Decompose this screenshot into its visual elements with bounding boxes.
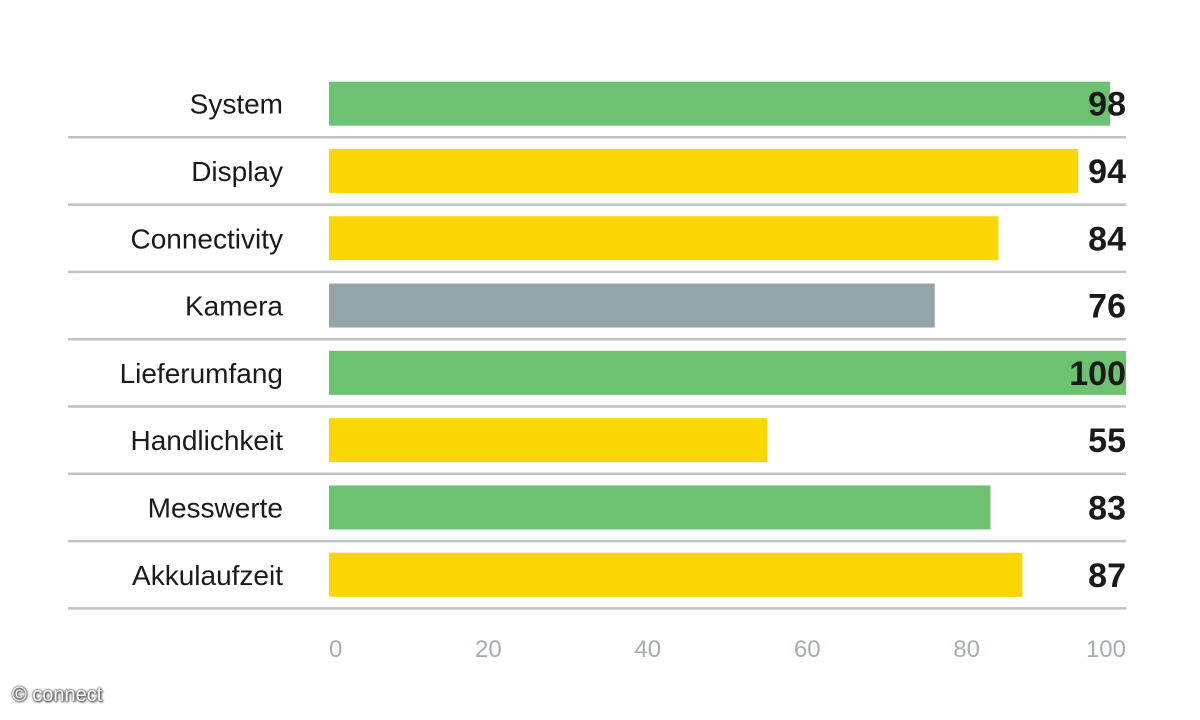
x-tick-label: 100 [1086, 636, 1126, 663]
x-tick-label: 60 [794, 636, 821, 663]
bar [329, 552, 1023, 597]
category-label: Akkulaufzeit [132, 560, 283, 591]
bar [329, 81, 1111, 126]
value-label: 76 [1088, 288, 1126, 326]
bar [329, 216, 999, 261]
value-label: 98 [1088, 86, 1126, 124]
category-label: Messwerte [148, 492, 283, 523]
copyright-credit: © connect [12, 684, 103, 706]
category-label: Connectivity [130, 223, 283, 254]
category-label: Handlichkeit [130, 425, 283, 456]
value-label: 94 [1088, 153, 1126, 191]
category-label: Display [191, 156, 283, 187]
bar [329, 350, 1126, 395]
value-label: 83 [1088, 489, 1126, 527]
value-label: 87 [1088, 557, 1126, 595]
bar [329, 148, 1079, 193]
category-label: Kamera [185, 291, 283, 322]
value-label: 84 [1088, 220, 1126, 258]
bar [329, 418, 768, 463]
x-tick-label: 40 [634, 636, 661, 663]
bar [329, 283, 935, 328]
x-tick-label: 80 [953, 636, 980, 663]
x-tick-label: 0 [329, 636, 342, 663]
category-label: System [190, 89, 283, 120]
bar [329, 485, 991, 530]
value-label: 100 [1069, 355, 1126, 393]
x-tick-label: 20 [475, 636, 502, 663]
category-label: Lieferumfang [120, 358, 283, 389]
value-label: 55 [1088, 422, 1126, 460]
